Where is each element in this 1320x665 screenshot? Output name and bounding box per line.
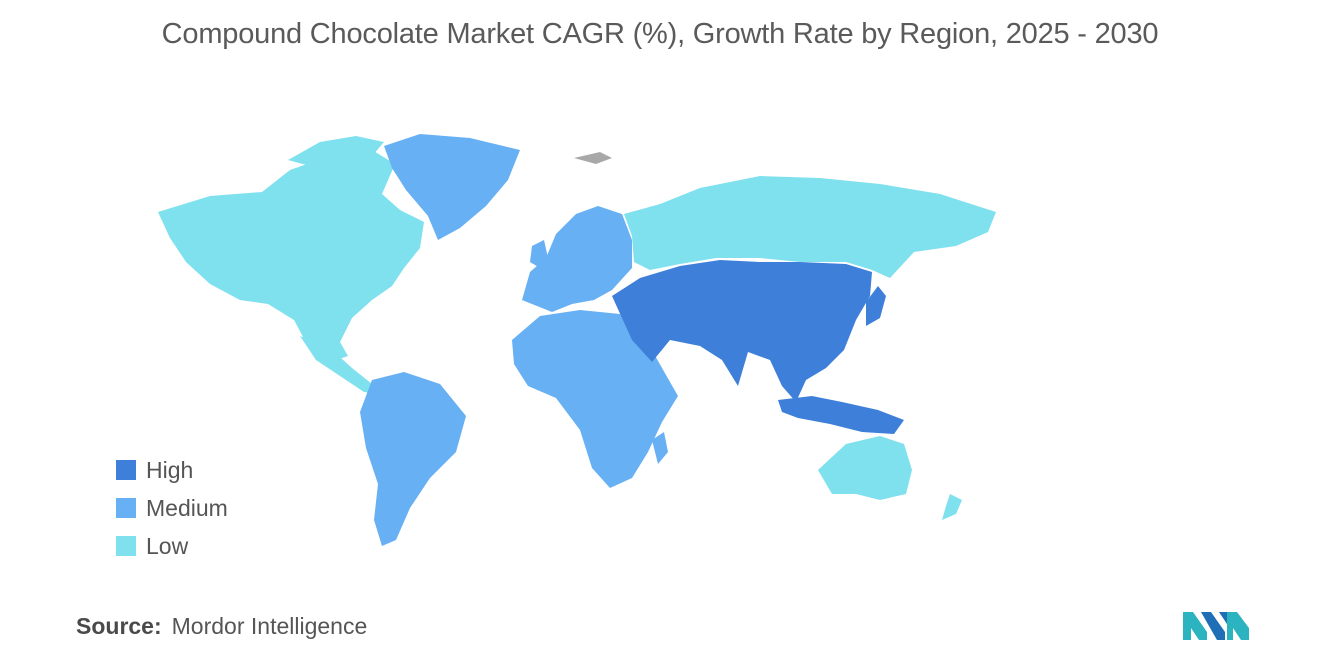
region-australia[interactable] [818, 436, 912, 500]
region-south-america[interactable] [360, 372, 466, 546]
source-line: Source: Mordor Intelligence [76, 613, 367, 640]
legend-swatch-low [116, 536, 136, 556]
region-africa[interactable] [512, 310, 678, 488]
region-europe[interactable] [522, 206, 632, 312]
region-no-data [574, 152, 612, 164]
source-value: Mordor Intelligence [171, 613, 368, 639]
region-arctic-islands [288, 136, 384, 166]
region-japan [866, 286, 886, 326]
region-greenland[interactable] [384, 134, 520, 240]
region-uk [530, 240, 548, 268]
region-russia[interactable] [624, 176, 996, 278]
legend-label-high: High [146, 456, 194, 483]
legend-label-low: Low [146, 532, 189, 559]
legend: High Medium Low [116, 451, 228, 565]
region-madagascar [652, 432, 668, 464]
region-southeast-asia-islands [778, 396, 904, 434]
legend-item-low: Low [116, 527, 228, 565]
legend-item-medium: Medium [116, 489, 228, 527]
legend-item-high: High [116, 451, 228, 489]
page-title: Compound Chocolate Market CAGR (%), Grow… [161, 18, 1159, 50]
region-central-america [300, 336, 378, 394]
region-new-zealand [942, 494, 962, 520]
mordor-intelligence-logo-icon [1183, 612, 1249, 640]
region-asia-middle-east[interactable] [612, 260, 872, 402]
source-label: Source: [76, 613, 162, 639]
legend-label-medium: Medium [146, 494, 228, 521]
legend-swatch-high [116, 460, 136, 480]
legend-swatch-medium [116, 498, 136, 518]
region-north-america[interactable] [158, 150, 424, 362]
